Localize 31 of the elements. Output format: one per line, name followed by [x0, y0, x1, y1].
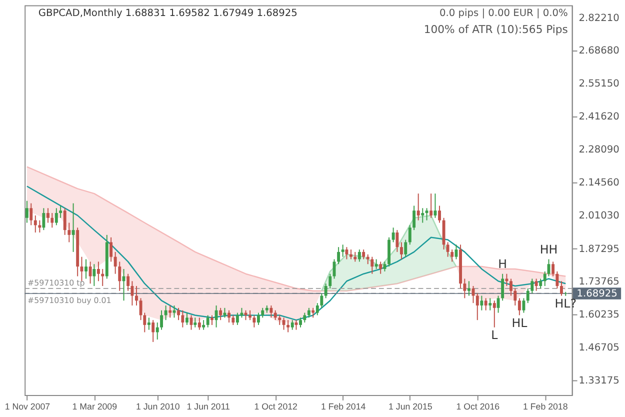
- y-tick-label: 2.41620: [578, 112, 620, 123]
- x-tick-label: 1 Oct 2016: [456, 401, 500, 412]
- x-tick-label: 1 Nov 2007: [4, 401, 50, 412]
- y-tick-label: 1.73765: [578, 276, 620, 288]
- y-tick-label: 1.33175: [578, 375, 620, 386]
- annotation: 100% of ATR (10):565 Pips: [424, 22, 568, 36]
- x-tick-label: 1 Feb 2018: [523, 401, 568, 412]
- x-tick-label: 1 Mar 2009: [72, 401, 118, 412]
- annotation: HH: [540, 242, 558, 256]
- ref-line-label: 1.68925: [576, 288, 618, 300]
- ref-line-label: #59710310 buy 0.01: [28, 296, 112, 306]
- y-tick-label: 2.28090: [578, 144, 620, 156]
- x-tick-label: 1 Jun 2011: [186, 401, 230, 412]
- annotation: L: [491, 328, 498, 342]
- annotation: HL: [512, 316, 528, 330]
- x-tick-label: 1 Jun 2015: [388, 401, 432, 412]
- chart-title: GBPCAD,Monthly 1.68831 1.69582 1.67949 1.68925: [38, 8, 298, 20]
- y-tick-label: 2.01030: [578, 210, 620, 222]
- x-tick-label: 1 Oct 2012: [254, 401, 298, 412]
- x-tick-label: 1 Jun 2010: [136, 401, 180, 412]
- y-tick-label: 1.60235: [578, 310, 620, 321]
- ref-line-label: #59710310 tp: [28, 278, 85, 288]
- y-tick-label: 1.87295: [578, 244, 620, 255]
- y-tick-label: 2.82210: [578, 12, 620, 24]
- y-tick-label: 2.55150: [578, 78, 620, 90]
- x-tick-label: 1 Feb 2014: [320, 401, 366, 412]
- y-tick-label: 2.68680: [578, 46, 620, 57]
- annotation: 0.0 pips | 0.00 EUR | 0.0%: [439, 8, 568, 20]
- annotation: H: [498, 256, 507, 271]
- y-tick-label: 1.46705: [578, 342, 620, 354]
- y-tick-label: 2.14560: [578, 177, 620, 188]
